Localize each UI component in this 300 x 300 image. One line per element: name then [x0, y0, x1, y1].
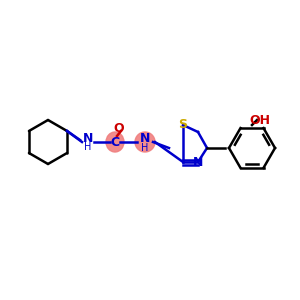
Ellipse shape — [135, 132, 155, 152]
Text: N: N — [193, 157, 203, 169]
Text: H: H — [84, 142, 92, 152]
Text: C: C — [110, 136, 120, 148]
Text: O: O — [114, 122, 124, 134]
Text: S: S — [178, 118, 188, 130]
Ellipse shape — [106, 132, 124, 152]
Text: OH: OH — [250, 113, 271, 127]
Text: N: N — [140, 133, 150, 146]
Text: H: H — [141, 143, 149, 153]
Text: N: N — [83, 131, 93, 145]
